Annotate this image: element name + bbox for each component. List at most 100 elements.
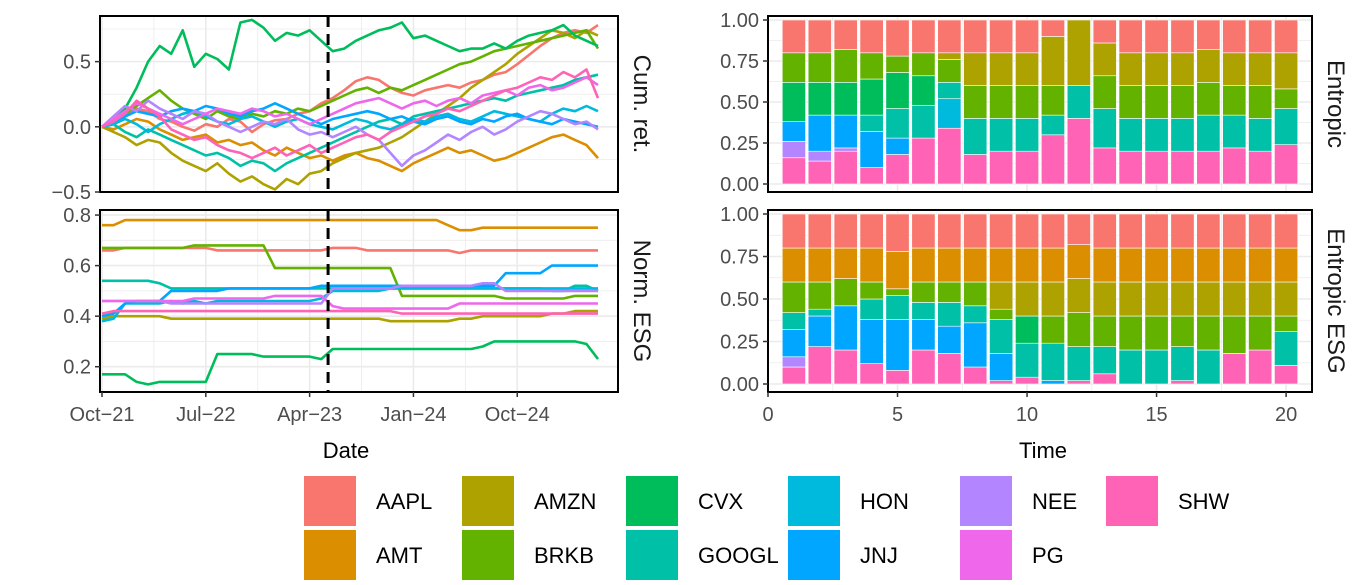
bar-segment-brkb-t13 [1092,75,1117,109]
bar-segment-googl-t16 [1170,346,1195,381]
bar-segment-aapl-t11 [1040,213,1065,249]
bar-segment-jnj-t8 [963,322,988,368]
bar-segment-shw-t8 [963,366,988,385]
legend-swatch [960,530,1012,580]
bar-segment-googl-t10 [1015,118,1040,152]
x-tick-label: 5 [892,404,903,426]
y-tick-label: 0.5 [63,52,91,74]
bar-segment-googl-t18 [1222,114,1247,149]
bar-segment-shw-t19 [1248,150,1273,185]
bar-segment-brkb-t5 [885,288,910,296]
x-tick-label: Apr−23 [277,404,342,426]
panel-norm-esg: 0.2 0.4 0.6 0.8 Norm. ESG Oct−21 Jul−22 Apr−23 J… [63,205,655,426]
bar-segment-shw-t14 [1118,150,1143,185]
bar-segment-googl-t4 [859,298,884,320]
bar-segment-aapl-t17 [1196,213,1221,249]
bar-segment-cvx-t5 [885,72,910,109]
bar-segment-googl-t16 [1170,118,1195,152]
series-line-hon [101,104,599,134]
bar-segment-brkb-t8 [963,85,988,119]
bar-segment-shw-t17 [1196,150,1221,185]
bar-segment-shw-t9 [989,150,1014,185]
series-line-nee [102,281,598,305]
y-tick-label: 0.00 [720,374,759,396]
bar-segment-googl-t15 [1144,118,1169,152]
bar-segment-brkb-t5 [885,55,910,73]
y-tick-label: 0.4 [63,306,91,328]
bar-segment-aapl-t14 [1118,213,1143,249]
bar-segment-nee-t1 [781,356,806,368]
bar-segment-shw-t1 [781,157,806,185]
bar-segment-amzn-t14 [1118,281,1143,317]
bar-segment-googl-t17 [1196,349,1221,385]
bar-segment-googl-t13 [1092,108,1117,149]
bar-segment-shw-t18 [1222,147,1247,185]
legend-item-aapl: AAPL [304,476,432,526]
legend-label: AMZN [534,489,596,514]
bar-segment-aapl-t4 [859,213,884,249]
y-tick-label: 0.2 [63,357,91,379]
bar-segment-brkb-t4 [859,52,884,80]
bar-segment-amt-t16 [1170,247,1195,283]
bar-segment-brkb-t8 [963,281,988,307]
bar-segment-aapl-t18 [1222,213,1247,249]
bar-segment-amzn-t20 [1274,52,1299,90]
bar-segment-aapl-t16 [1170,19,1195,54]
legend-swatch [626,476,678,526]
y-tick-label: 0.0 [63,117,91,139]
y-tick-label: 0.25 [720,332,759,354]
strip-label: Norm. ESG [628,240,655,363]
bar-segment-aapl-t15 [1144,213,1169,249]
bar-segment-cvx-t6 [911,75,936,106]
series-line-aapl [101,24,599,134]
bar-segment-brkb-t1 [781,52,806,83]
bar-segment-amt-t9 [989,247,1014,283]
x-tick-label: 10 [1016,404,1038,426]
legend-label: AAPL [376,489,432,514]
legend-item-cvx: CVX [626,476,744,526]
bar-segment-shw-t2 [807,346,832,385]
bar-segment-amzn-t16 [1170,52,1195,86]
bar-segment-shw-t9 [989,380,1014,385]
bar-segment-googl-t14 [1118,118,1143,152]
legend-label: BRKB [534,543,594,568]
bar-segment-shw-t7 [937,127,962,185]
bar-segment-shw-t12 [1066,380,1091,385]
y-tick-label: 0.00 [720,174,759,196]
legend-swatch [788,476,840,526]
bar-segment-googl-t20 [1274,330,1299,366]
bar-segment-brkb-t14 [1118,315,1143,351]
bar-segment-jnj-t9 [989,353,1014,381]
bar-segment-amzn-t20 [1274,281,1299,317]
bar-segment-brkb-t19 [1248,85,1273,119]
x-tick-label: Oct−21 [69,404,134,426]
bar-segment-brkb-t13 [1092,315,1117,347]
bar-segment-amt-t13 [1092,247,1117,283]
strip-label: Entropic ESG [1322,228,1349,373]
bar-segment-amt-t4 [859,247,884,283]
bar-segment-googl-t9 [989,118,1014,152]
bar-segment-brkb-t15 [1144,315,1169,351]
bar-segment-jnj-t2 [807,114,832,152]
bar-segment-shw-t8 [963,154,988,185]
bar-segment-brkb-t18 [1222,315,1247,354]
legend-label: NEE [1032,489,1077,514]
x-tick-label: Jan−24 [380,404,446,426]
legend-swatch [788,530,840,580]
bar-segment-brkb-t7 [937,281,962,303]
bar-segment-shw-t10 [1015,150,1040,185]
bar-segment-amzn-t9 [989,52,1014,86]
bar-segment-googl-t12 [1066,346,1091,381]
bar-segment-amt-t11 [1040,247,1065,283]
bar-segment-jnj-t3 [833,305,858,351]
bar-segment-aapl-t11 [1040,19,1065,37]
bar-segment-shw-t5 [885,154,910,185]
bar-segment-brkb-t17 [1196,315,1221,351]
bar-segment-amt-t20 [1274,247,1299,283]
bar-segment-brkb-t11 [1040,85,1065,116]
bar-segment-aapl-t10 [1015,19,1040,54]
panel-cum-ret: −0.5 0.0 0.5 Cum. ret. [52,15,655,204]
bar-segment-googl-t13 [1092,346,1117,375]
bar-segment-amt-t2 [807,247,832,283]
bar-segment-googl-t8 [963,118,988,155]
